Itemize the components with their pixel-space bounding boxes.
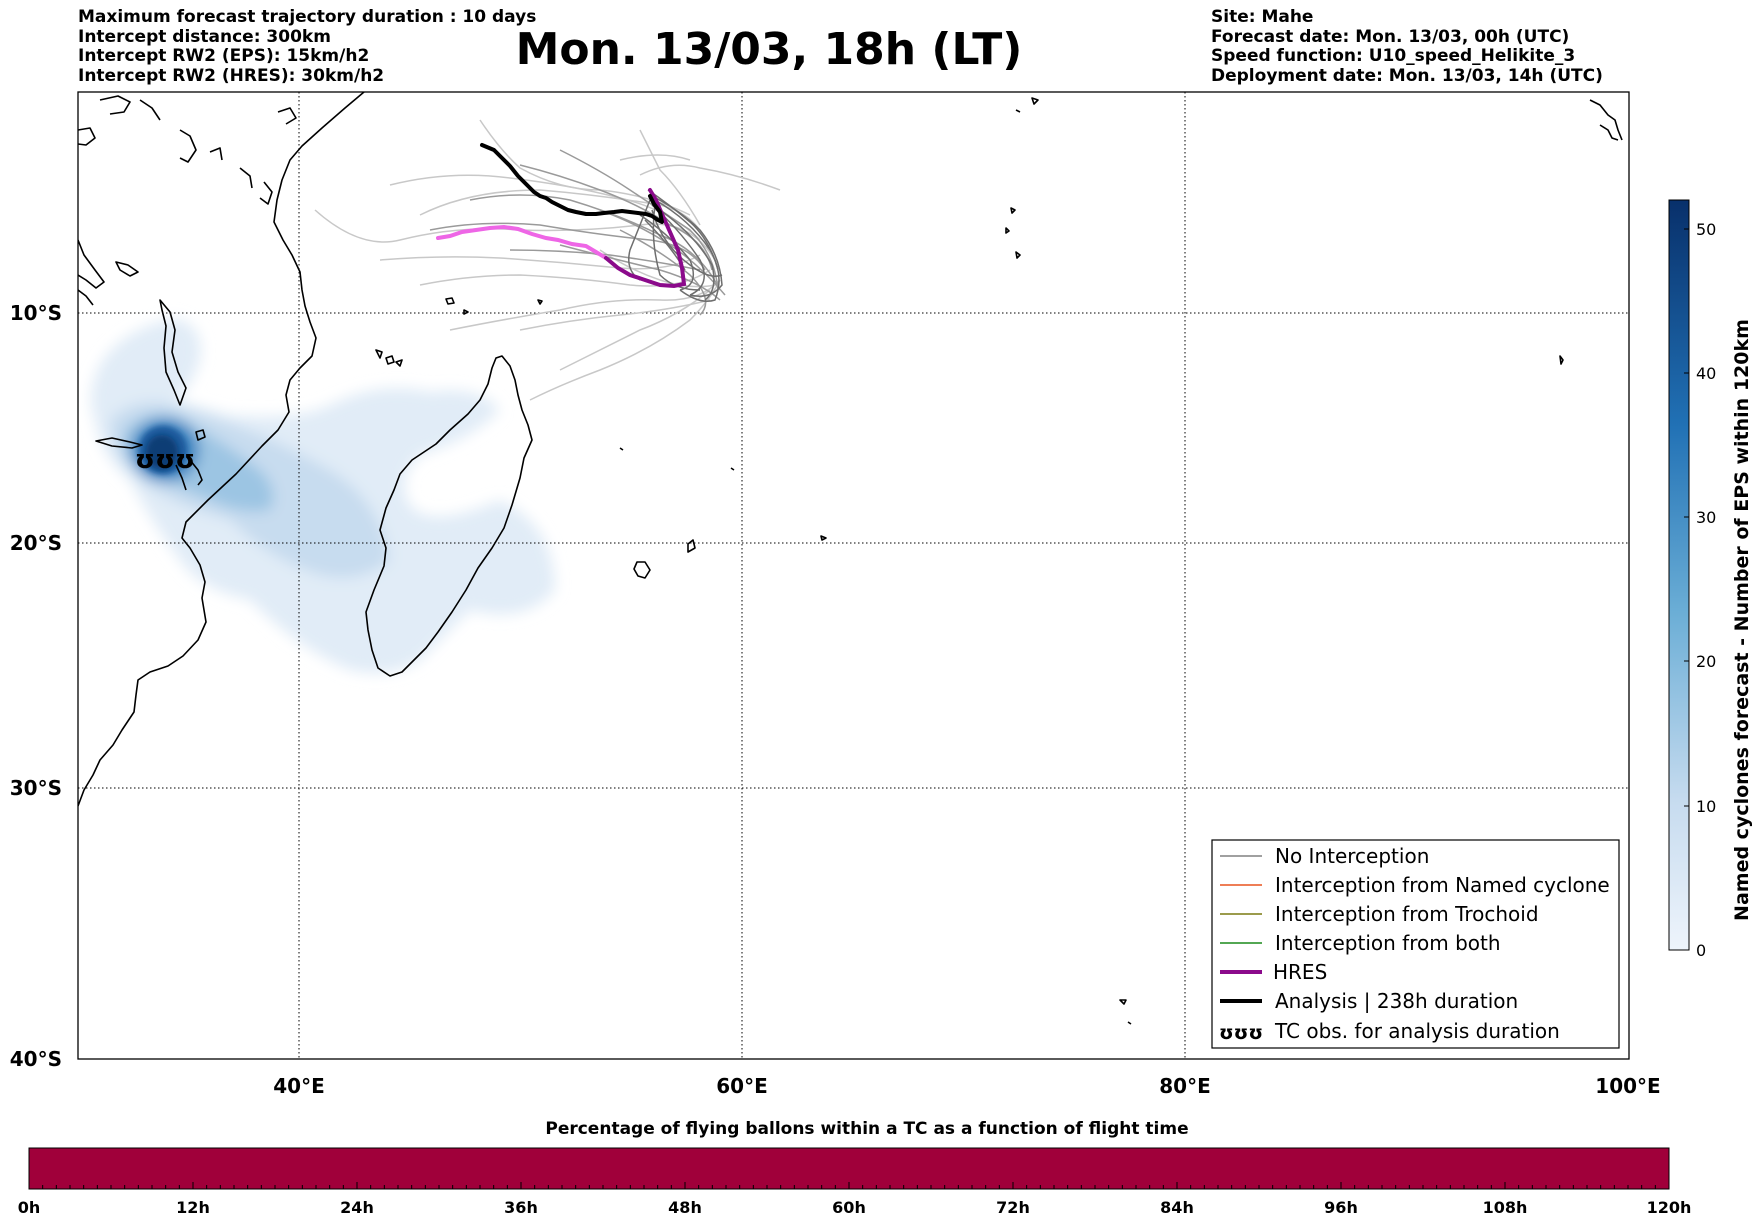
density-tick-20: 20 [1696,652,1716,671]
lat-tick-40s: 40°S [10,1047,62,1071]
info-max-duration: Maximum forecast trajectory duration : 1… [78,7,537,27]
time-bar-title: Percentage of flying ballons within a TC… [545,1119,1188,1139]
lat-tick-labels: 10°S 20°S 30°S 40°S [10,301,62,1071]
density-tick-40: 40 [1696,364,1716,383]
info-deployment-date: Deployment date: Mon. 13/03, 14h (UTC) [1211,65,1603,86]
time-tick-label: 96h [1324,1198,1358,1217]
legend-label-trochoid: Interception from Trochoid [1275,902,1539,926]
legend-swatch-tc-obs: ʊʊʊ [1219,1022,1263,1044]
info-intercept-eps: Intercept RW2 (EPS): 15km/h2 [78,46,370,66]
time-tick-label: 0h [18,1198,41,1217]
info-intercept-hres: Intercept RW2 (HRES): 30km/h2 [78,65,385,86]
lon-tick-labels: 40°E 60°E 80°E 100°E [273,1074,1660,1098]
info-site: Site: Mahe [1211,7,1314,27]
madagascar-coastline [365,355,533,677]
time-tick-label: 108h [1483,1198,1528,1217]
time-tick-label: 72h [996,1198,1030,1217]
legend-label-hres: HRES [1273,960,1327,984]
time-tick-label: 84h [1160,1198,1194,1217]
map-frame [77,91,1630,1060]
time-tick-label: 24h [340,1198,374,1217]
lon-tick-100e: 100°E [1595,1074,1660,1098]
density-colorbar-label: Named cyclones forecast - Number of EPS … [1731,319,1753,921]
legend: No Interception Interception from Named … [1211,839,1620,1049]
time-tick-label: 60h [832,1198,866,1217]
time-bar: Percentage of flying ballons within a TC… [18,1119,1692,1217]
legend-label-no-interception: No Interception [1275,844,1429,868]
info-intercept-distance: Intercept distance: 300km [78,26,331,47]
lat-tick-10s: 10°S [10,301,62,325]
time-tick-label: 36h [504,1198,538,1217]
tc-obs-symbols: ʊʊʊ [135,445,195,475]
lon-tick-40e: 40°E [273,1074,325,1098]
density-colorbar-gradient [1668,199,1690,951]
lat-tick-30s: 30°S [10,776,62,800]
time-tick-label: 120h [1647,1198,1692,1217]
africa-coastline [78,92,365,807]
legend-label-both: Interception from both [1275,931,1501,955]
left-info: Maximum forecast trajectory duration : 1… [78,7,537,86]
legend-label-named-cyclone: Interception from Named cyclone [1275,873,1610,897]
density-colorbar: 0 10 20 30 40 50 Named cyclones forecast… [1668,199,1753,960]
info-forecast-date: Forecast date: Mon. 13/03, 00h (UTC) [1211,26,1570,47]
map: ʊʊʊ No Interception Interception from Na… [78,92,1629,1059]
density-tick-30: 30 [1696,508,1716,527]
map-grid [78,92,1629,1059]
lat-tick-20s: 20°S [10,531,62,555]
cyclone-density [91,318,555,674]
legend-label-analysis: Analysis | 238h duration [1275,989,1518,1013]
analysis-trajectory [480,143,664,224]
density-tick-50: 50 [1696,220,1716,239]
legend-label-tc-obs: TC obs. for analysis duration [1274,1019,1560,1043]
density-tick-10: 10 [1696,797,1716,816]
density-tick-0: 0 [1696,941,1706,960]
info-speed-function: Speed function: U10_speed_Helikite_3 [1211,46,1576,66]
lon-tick-60e: 60°E [716,1074,768,1098]
lon-tick-80e: 80°E [1159,1074,1211,1098]
time-tick-label: 48h [668,1198,702,1217]
coastlines [78,92,1623,1025]
right-info: Site: Mahe Forecast date: Mon. 13/03, 00… [1211,7,1603,86]
time-tick-label: 12h [176,1198,210,1217]
